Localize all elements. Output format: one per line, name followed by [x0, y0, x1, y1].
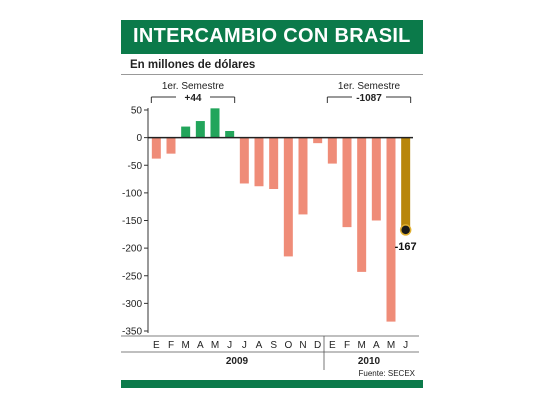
y-tick-label: -50 [128, 161, 143, 172]
x-tick-label: O [284, 340, 292, 351]
x-tick-label: S [270, 340, 277, 351]
y-tick-label: -250 [122, 271, 142, 282]
year-label: 2009 [226, 356, 249, 367]
source-note: Fuente: SECEX [359, 369, 416, 378]
bar [195, 121, 205, 138]
bar [181, 126, 191, 138]
title-bar: INTERCAMBIO CON BRASIL [121, 20, 423, 54]
annotation-label: 1er. Semestre [338, 81, 401, 92]
x-tick-label: M [211, 340, 219, 351]
x-tick-label: D [314, 340, 321, 351]
chart-subtitle: En millones de dólares [130, 59, 256, 71]
y-tick-label: 50 [131, 106, 143, 117]
highlight-point [399, 224, 412, 236]
chart-title: INTERCAMBIO CON BRASIL [133, 25, 411, 47]
bar [298, 137, 308, 215]
x-tick-label: A [197, 340, 204, 351]
x-tick-label: E [329, 340, 336, 351]
highlight-bar [401, 137, 411, 230]
y-tick-label: -200 [122, 244, 142, 255]
y-tick-label: 0 [136, 133, 142, 144]
x-tick-label: M [357, 340, 365, 351]
bar [371, 137, 381, 221]
x-tick-label: J [227, 340, 232, 351]
bar [386, 137, 396, 322]
bar [342, 137, 352, 228]
bar [313, 137, 323, 144]
bar [151, 137, 161, 159]
bar [239, 137, 249, 184]
bar [357, 137, 367, 272]
y-tick-label: -100 [122, 188, 142, 199]
annotation-value: -1087 [356, 93, 382, 104]
bar [283, 137, 293, 257]
y-tick-label: -350 [122, 327, 142, 338]
x-tick-label: A [256, 340, 263, 351]
annotation-label: 1er. Semestre [162, 81, 225, 92]
x-tick-label: M [181, 340, 189, 351]
x-tick-label: J [403, 340, 408, 351]
bottom-bar [121, 380, 423, 388]
subtitle-divider [121, 74, 423, 75]
y-tick-label: -300 [122, 299, 142, 310]
x-tick-label: J [242, 340, 247, 351]
bar [225, 130, 235, 138]
bar [254, 137, 264, 187]
x-tick-label: A [373, 340, 380, 351]
highlight-data-label: -167 [395, 241, 417, 253]
bar [210, 108, 220, 138]
x-tick-label: E [153, 340, 160, 351]
x-tick-label: N [299, 340, 306, 351]
x-tick-label: M [387, 340, 395, 351]
x-tick-label: F [168, 340, 174, 351]
bar [269, 137, 279, 190]
x-tick-label: F [344, 340, 350, 351]
year-label: 2010 [358, 356, 381, 367]
y-tick-label: -150 [122, 216, 142, 227]
bar [166, 137, 176, 154]
annotation-value: +44 [185, 93, 202, 104]
bar [327, 137, 337, 164]
